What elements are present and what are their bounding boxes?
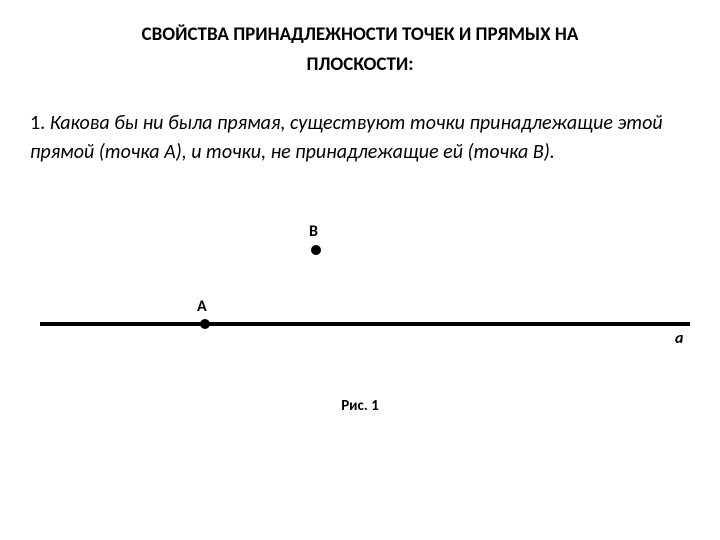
title-line-1: СВОЙСТВА ПРИНАДЛЕЖНОСТИ ТОЧЕК И ПРЯМЫХ Н…: [30, 20, 690, 50]
property-body: Какова бы ни была прямая, существуют точ…: [30, 111, 663, 164]
point-b-label: B: [309, 222, 318, 241]
line-a-label: a: [675, 329, 683, 348]
title-line-2: ПЛОСКОСТИ:: [30, 50, 690, 80]
line-a: [40, 322, 690, 326]
section-title: СВОЙСТВА ПРИНАДЛЕЖНОСТИ ТОЧЕК И ПРЯМЫХ Н…: [30, 20, 690, 81]
point-b-dot: [311, 245, 321, 255]
figure-caption: Рис. 1: [30, 397, 690, 415]
figure-diagram: B A a: [30, 207, 690, 387]
property-text: 1. Какова бы ни была прямая, существуют …: [30, 109, 690, 167]
property-number: 1.: [30, 111, 50, 135]
point-a-label: A: [197, 297, 207, 316]
